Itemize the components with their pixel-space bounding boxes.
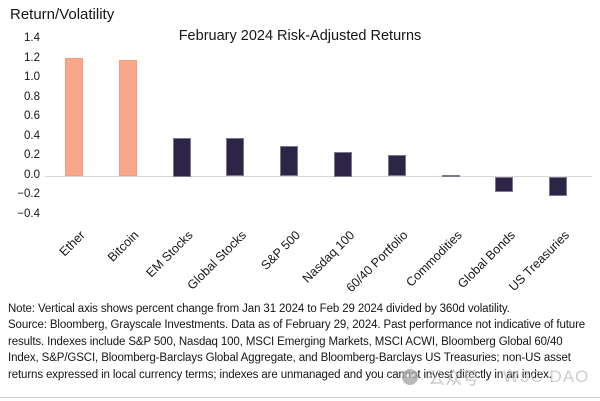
bar-nasdaq-100: [334, 152, 352, 177]
bar-bitcoin: [118, 60, 137, 177]
bar-60-40-portfolio: [387, 155, 406, 177]
x-label-bitcoin: Bitcoin: [105, 228, 142, 265]
x-label-nasdaq-100: Nasdaq 100: [299, 228, 357, 286]
y-tick-1-0: 1.0: [24, 71, 40, 83]
y-axis-title: Return/Volatility: [10, 6, 115, 23]
bottom-divider: [0, 396, 600, 398]
chart-title: February 2024 Risk-Adjusted Returns: [178, 28, 422, 44]
wechat-logo-icon: [402, 368, 418, 385]
y-tick-0-4: −0.4: [17, 207, 40, 220]
bar-global-stocks: [226, 138, 245, 177]
y-tick-0-2: 0.2: [24, 149, 40, 161]
bar-global-bonds: [495, 176, 514, 193]
x-label-em-stocks: EM Stocks: [143, 228, 196, 281]
bar-s-p-500: [280, 146, 299, 177]
bar-us-treasuries: [549, 176, 568, 196]
bar-ether: [65, 57, 83, 177]
y-tick-0-6: 0.6: [24, 110, 40, 122]
y-tick-0-2: −0.2: [17, 188, 40, 200]
footnote-note-line: Note: Vertical axis shows percent change…: [8, 303, 510, 315]
y-tick-0-4: 0.4: [24, 129, 40, 142]
x-label-ether: Ether: [56, 228, 88, 260]
y-tick-0-0: 0.0: [24, 168, 40, 181]
x-label-s-p-500: S&P 500: [258, 228, 304, 273]
watermark-cn-text: 公众号: [428, 369, 479, 388]
watermark-latin-text: W3C DAO: [503, 366, 590, 386]
y-tick-0-8: 0.8: [24, 90, 40, 103]
bar-commodities: [441, 174, 460, 177]
zero-axis-line: [45, 175, 592, 177]
y-tick-1-4: 1.4: [24, 32, 40, 44]
watermark: 公众号 W3C DAO: [402, 364, 589, 389]
y-tick-1-2: 1.2: [24, 51, 40, 64]
bar-em-stocks: [172, 137, 191, 177]
